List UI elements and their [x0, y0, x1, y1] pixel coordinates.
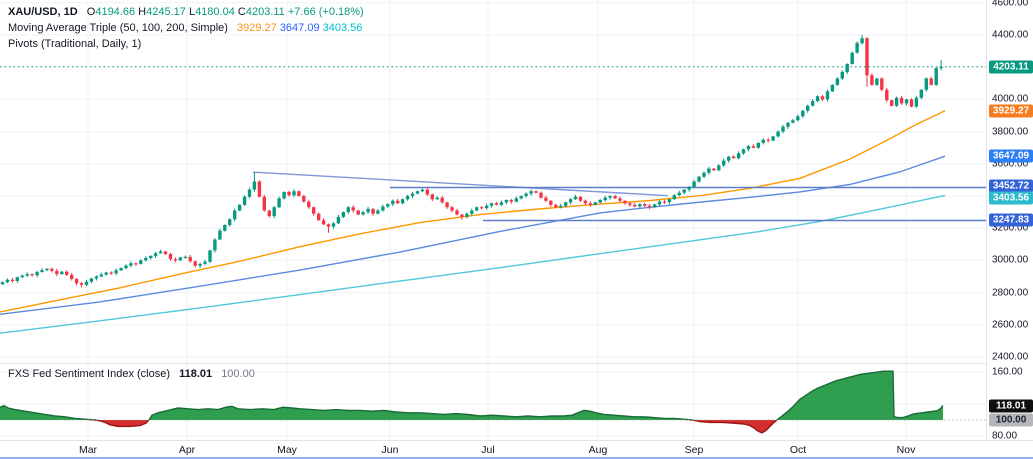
down-candle-wicks — [11, 36, 932, 288]
main-legend: XAU/USD, 1D O4194.66 H4245.17 L4180.04 C… — [8, 5, 364, 53]
month-label: Jul — [481, 444, 495, 456]
price-tick: 2400.00 — [992, 351, 1029, 363]
price-badge: 3647.09 — [989, 149, 1033, 163]
down-candle-bodies — [10, 38, 933, 285]
price-axis[interactable]: 4600.004400.004200.004000.003800.003600.… — [986, 0, 1033, 442]
ohlc-low: L4180.04 — [188, 6, 235, 18]
ma100-line — [0, 155, 946, 316]
ohlc-high: H4245.17 — [138, 6, 186, 18]
sentiment-area-negative — [0, 420, 943, 433]
ohlc-open: O4194.66 — [86, 6, 136, 18]
month-label: Apr — [178, 444, 196, 456]
sentiment-tick: 80.00 — [992, 430, 1018, 442]
month-label: Mar — [78, 444, 98, 456]
time-axis[interactable]: Mar Apr May Jun Jul Aug Sep Oct Nov — [0, 440, 1033, 458]
ma50-value: 3929.27 — [236, 22, 277, 34]
descending-trendline[interactable] — [252, 171, 669, 197]
price-tick: 2800.00 — [992, 287, 1029, 299]
price-badge: 3929.27 — [989, 104, 1033, 118]
month-label: Aug — [588, 444, 608, 456]
pivots-legend-row[interactable]: Pivots (Traditional, Daily, 1) — [8, 37, 364, 52]
interval-label: 1D — [63, 6, 78, 18]
sentiment-baseline-value: 100.00 — [221, 368, 255, 380]
sentiment-badge: 100.00 — [989, 413, 1033, 427]
ma200-value: 3403.56 — [322, 22, 363, 34]
sentiment-tick: 160.00 — [992, 366, 1023, 378]
ohlc-close: C4203.11 — [237, 6, 285, 18]
price-badge: 3247.83 — [989, 213, 1033, 227]
price-tick: 4600.00 — [992, 0, 1029, 9]
price-badge: 4203.11 — [989, 60, 1033, 74]
price-tick: 3800.00 — [992, 126, 1029, 138]
month-label: Sep — [684, 444, 704, 456]
change-value: +7.66 (+0.18%) — [287, 6, 364, 18]
price-tick: 3600.00 — [992, 158, 1029, 170]
sentiment-line-positive — [0, 370, 944, 420]
pivots-indicator-label: Pivots (Traditional, Daily, 1) — [8, 38, 142, 50]
price-tick: 4400.00 — [992, 29, 1029, 41]
sentiment-badge: 118.01 — [989, 399, 1033, 413]
month-label: May — [277, 444, 297, 456]
price-badge: 3452.72 — [989, 179, 1033, 192]
price-chart-canvas[interactable] — [0, 0, 986, 459]
ma50-line — [0, 110, 946, 313]
price-tick: 3000.00 — [992, 254, 1029, 266]
price-tick: 4000.00 — [992, 93, 1029, 105]
price-tick: 3200.00 — [992, 222, 1029, 234]
symbol-legend-row[interactable]: XAU/USD, 1D O4194.66 H4245.17 L4180.04 C… — [8, 6, 364, 18]
bottom-accent-strip — [0, 457, 1033, 459]
ma-indicator-label: Moving Average Triple (50, 100, 200, Sim… — [8, 22, 228, 34]
sentiment-value: 118.01 — [179, 368, 213, 380]
sentiment-area-positive — [0, 371, 943, 420]
symbol-title: XAU/USD — [8, 6, 58, 18]
month-label: Jun — [381, 444, 399, 456]
sentiment-legend[interactable]: FXS Fed Sentiment Index (close) 118.01 1… — [8, 367, 255, 382]
up-candle-wicks — [2, 35, 942, 286]
ma-legend-row[interactable]: Moving Average Triple (50, 100, 200, Sim… — [8, 21, 364, 36]
sentiment-indicator-label: FXS Fed Sentiment Index (close) — [8, 368, 171, 380]
ma200-line — [0, 194, 946, 334]
ma100-value: 3647.09 — [279, 22, 320, 34]
price-badge: 3403.56 — [989, 191, 1033, 205]
month-label: Nov — [896, 444, 916, 456]
month-label: Oct — [789, 444, 807, 456]
up-candle-bodies — [0, 38, 943, 285]
price-tick: 2600.00 — [992, 319, 1029, 331]
